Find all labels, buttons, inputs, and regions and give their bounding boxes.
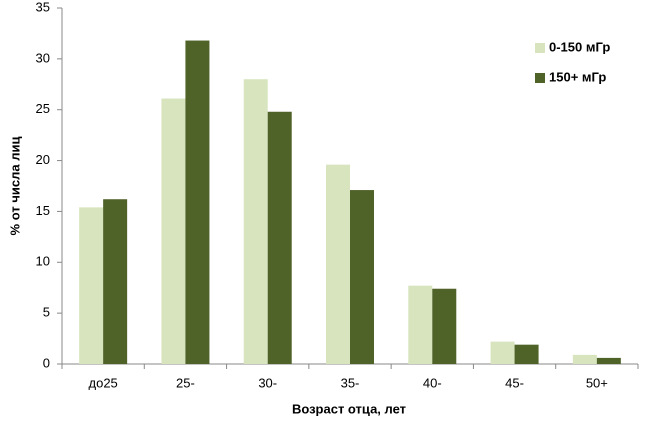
y-tick-label: 5	[43, 305, 50, 320]
legend-label: 150+ мГр	[549, 69, 606, 84]
x-tick-label: 25-	[176, 375, 195, 390]
x-tick-label: до25	[89, 375, 118, 390]
x-axis-label: Возраст отца, лет	[292, 401, 406, 416]
bar	[596, 357, 621, 364]
bar	[103, 199, 128, 364]
x-tick-label: 45-	[505, 375, 524, 390]
x-tick-label: 35-	[341, 375, 360, 390]
y-tick-label: 0	[43, 355, 50, 370]
bar	[326, 164, 350, 364]
bar	[490, 341, 515, 364]
bar	[185, 40, 210, 364]
bar	[161, 98, 186, 365]
bar	[243, 79, 268, 364]
y-tick-label: 10	[36, 254, 50, 269]
bar	[267, 111, 292, 365]
x-tick-label: 40-	[423, 375, 442, 390]
y-tick-label: 20	[36, 152, 50, 167]
legend-label: 0-150 мГр	[549, 39, 610, 54]
y-tick-label: 15	[36, 203, 50, 218]
y-axis-label: % от числа лиц	[7, 137, 22, 236]
bar	[350, 190, 374, 364]
legend-swatch	[535, 73, 545, 83]
bar	[432, 288, 457, 364]
x-tick-label: 30-	[258, 375, 277, 390]
bar	[572, 354, 597, 364]
bar	[514, 344, 539, 364]
y-tick-label: 25	[36, 101, 50, 116]
x-tick-label: 50+	[586, 375, 608, 390]
bar	[79, 207, 104, 364]
y-tick-label: 35	[36, 0, 50, 14]
bar	[408, 285, 433, 364]
y-tick-label: 30	[36, 50, 50, 65]
legend-swatch	[535, 43, 545, 53]
